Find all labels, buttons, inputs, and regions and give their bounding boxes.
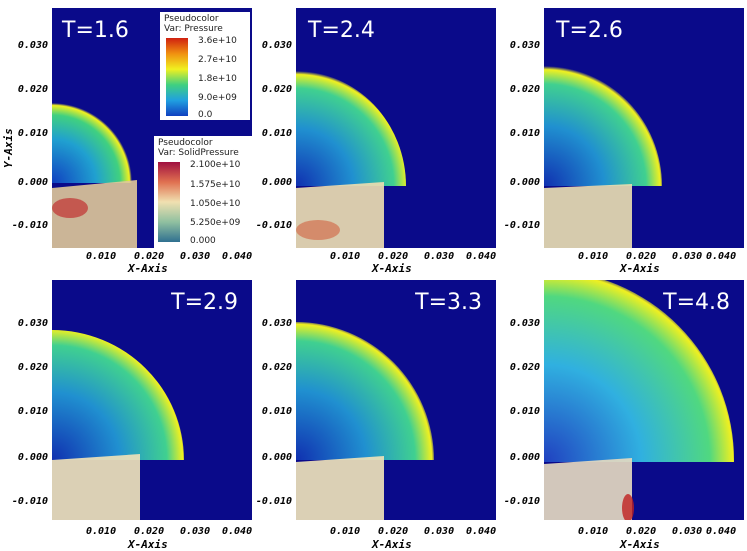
panel-1-field xyxy=(52,98,137,248)
x-tick: 0.020 xyxy=(626,251,657,262)
x-tick: 0.010 xyxy=(578,251,609,262)
y-tick: -0.010 xyxy=(11,220,48,231)
x-tick: 0.010 xyxy=(330,526,361,537)
x-tick: 0.010 xyxy=(330,251,361,262)
y-tick: 0.000 xyxy=(509,452,540,463)
legend-solid-value: 0.000 xyxy=(190,236,216,246)
panel-4-time: T=2.9 xyxy=(171,290,238,315)
legend-pressure-title: Pseudocolor xyxy=(164,14,219,24)
x-tick: 0.040 xyxy=(706,526,737,537)
x-tick: 0.030 xyxy=(424,251,455,262)
legend-solid-value: 5.250e+09 xyxy=(190,218,241,228)
panel-6: T=4.8 xyxy=(544,280,744,520)
legend-pressure-var: Var: Pressure xyxy=(164,24,223,34)
y-tick: 0.010 xyxy=(509,128,540,139)
legend-solid-value: 2.100e+10 xyxy=(190,160,241,170)
panel-3: T=2.6 xyxy=(544,8,744,248)
x-tick: 0.020 xyxy=(626,526,657,537)
y-tick: 0.020 xyxy=(17,84,48,95)
y-tick: 0.010 xyxy=(509,406,540,417)
x-tick: 0.040 xyxy=(706,251,737,262)
x-tick: 0.020 xyxy=(134,526,165,537)
legend-solid-value: 1.050e+10 xyxy=(190,199,241,209)
panel-2-field xyxy=(296,71,406,248)
y-tick: 0.010 xyxy=(17,128,48,139)
panel-1: T=1.6 Pseudocolor Var: Pressure 3.6e+10 … xyxy=(52,8,252,248)
y-tick: 0.030 xyxy=(261,40,292,51)
legend-solid-value: 1.575e+10 xyxy=(190,180,241,190)
x-axis-title: X-Axis xyxy=(620,262,660,275)
panel-3-field xyxy=(544,66,662,248)
legend-pressure-value: 3.6e+10 xyxy=(198,36,237,46)
y-axis-title: Y-Axis xyxy=(2,128,15,168)
x-tick: 0.040 xyxy=(222,526,253,537)
panel-5: T=3.3 xyxy=(296,280,496,520)
y-tick: 0.030 xyxy=(17,318,48,329)
y-tick: 0.000 xyxy=(261,177,292,188)
y-tick: 0.000 xyxy=(17,452,48,463)
x-tick: 0.040 xyxy=(466,526,497,537)
y-tick: 0.020 xyxy=(509,84,540,95)
legend-pressure-value: 1.8e+10 xyxy=(198,74,237,84)
y-tick: -0.010 xyxy=(503,220,540,231)
y-tick: -0.010 xyxy=(255,220,292,231)
panel-4: T=2.9 xyxy=(52,280,252,520)
y-tick: 0.010 xyxy=(261,406,292,417)
y-tick: -0.010 xyxy=(11,496,48,507)
y-tick: 0.030 xyxy=(17,40,48,51)
panel-2-time: T=2.4 xyxy=(308,18,375,43)
panel-1-time: T=1.6 xyxy=(62,18,129,43)
x-tick: 0.020 xyxy=(378,526,409,537)
y-tick: 0.020 xyxy=(261,84,292,95)
y-tick: 0.030 xyxy=(261,318,292,329)
legend-pressure-colorbar xyxy=(166,38,188,116)
x-tick: 0.020 xyxy=(378,251,409,262)
y-tick: -0.010 xyxy=(503,496,540,507)
x-axis-title: X-Axis xyxy=(620,538,660,551)
x-tick: 0.020 xyxy=(134,251,165,262)
legend-solid-colorbar xyxy=(158,162,180,242)
legend-pressure-value: 9.0e+09 xyxy=(198,93,237,103)
legend-solid-title: Pseudocolor xyxy=(158,138,213,148)
y-tick: 0.030 xyxy=(509,318,540,329)
panel-3-time: T=2.6 xyxy=(556,18,623,43)
legend-pressure-value: 2.7e+10 xyxy=(198,55,237,65)
x-tick: 0.030 xyxy=(672,526,703,537)
y-tick: 0.020 xyxy=(261,362,292,373)
legend-pressure-value: 0.0 xyxy=(198,110,213,120)
y-tick: 0.020 xyxy=(17,362,48,373)
panel-2: T=2.4 xyxy=(296,8,496,248)
x-axis-title: X-Axis xyxy=(128,538,168,551)
x-tick: 0.040 xyxy=(222,251,253,262)
x-axis-title: X-Axis xyxy=(372,262,412,275)
x-tick: 0.030 xyxy=(180,526,211,537)
panel-5-field xyxy=(296,322,434,520)
legend-pressure: Pseudocolor Var: Pressure 3.6e+10 2.7e+1… xyxy=(160,12,250,120)
x-axis-title: X-Axis xyxy=(128,262,168,275)
y-tick: 0.000 xyxy=(509,177,540,188)
x-tick: 0.010 xyxy=(578,526,609,537)
y-tick: 0.010 xyxy=(261,128,292,139)
x-tick: 0.040 xyxy=(466,251,497,262)
x-tick: 0.030 xyxy=(180,251,211,262)
x-tick: 0.010 xyxy=(86,251,117,262)
legend-solid-pressure: Pseudocolor Var: SolidPressure 2.100e+10… xyxy=(154,136,252,248)
panel-5-time: T=3.3 xyxy=(415,290,482,315)
panel-6-field xyxy=(544,280,735,520)
panel-6-time: T=4.8 xyxy=(663,290,730,315)
y-tick: 0.010 xyxy=(17,406,48,417)
x-tick: 0.030 xyxy=(424,526,455,537)
y-tick: 0.030 xyxy=(509,40,540,51)
x-axis-title: X-Axis xyxy=(372,538,412,551)
panel-4-field xyxy=(52,330,184,520)
y-tick: 0.000 xyxy=(17,177,48,188)
y-tick: 0.020 xyxy=(509,362,540,373)
x-tick: 0.030 xyxy=(672,251,703,262)
y-tick: 0.000 xyxy=(261,452,292,463)
legend-solid-var: Var: SolidPressure xyxy=(158,148,239,158)
x-tick: 0.010 xyxy=(86,526,117,537)
y-tick: -0.010 xyxy=(255,496,292,507)
